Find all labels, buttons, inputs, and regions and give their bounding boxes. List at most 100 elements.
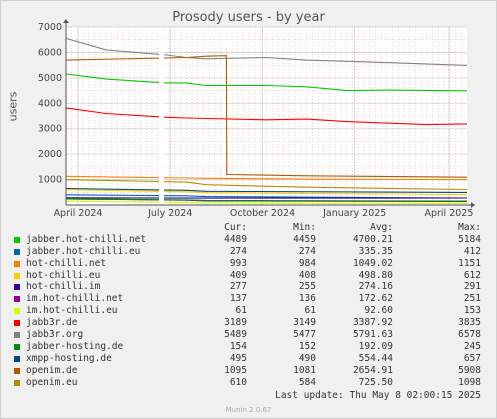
legend-series-name: jabb3r.org (26, 329, 84, 341)
y-tick-label: 6000 (38, 47, 62, 58)
legend-swatch (14, 248, 20, 255)
legend-avg: 274.16 (358, 281, 393, 293)
y-tick-label: 7000 (38, 22, 62, 33)
x-tick-label: July 2024 (147, 208, 192, 219)
legend-row: jabber.hot-chilli.eu 274 274 335.35 412 (12, 246, 487, 258)
legend-min: 408 (298, 269, 316, 281)
legend-cur: 137 (229, 293, 247, 305)
legend-swatch (14, 320, 20, 327)
legend-avg: 3387.92 (352, 317, 393, 329)
legend-series-name: im.hot-chilli.eu (26, 305, 118, 317)
legend-series-name: hot-chilli.net (26, 257, 107, 269)
legend-cur: 3189 (224, 317, 247, 329)
legend-min: 584 (298, 376, 316, 388)
legend-row: jabb3r.org 5489 5477 5791.63 6578 (12, 329, 487, 341)
legend-row: jabber-hosting.de 154 152 192.09 245 (12, 341, 487, 353)
legend-min: 136 (298, 293, 316, 305)
legend-cur: 277 (229, 281, 247, 293)
legend-series-name: openim.eu (26, 376, 78, 388)
legend-row: hot-chilli.im 277 255 274.16 291 (12, 281, 487, 293)
header-avg: Avg: (370, 222, 393, 233)
y-tick-label: 2000 (38, 149, 62, 160)
x-axis-arrow (471, 202, 475, 208)
legend-min: 3149 (293, 317, 316, 329)
series-line-0 (65, 73, 468, 92)
legend-max: 1098 (458, 376, 481, 388)
y-tick-label: 1000 (38, 175, 62, 186)
series-line-3 (65, 189, 468, 196)
legend-series-name: hot-chilli.im (26, 281, 101, 293)
series-line-6 (65, 200, 468, 204)
legend-min: 255 (298, 281, 316, 293)
legend-row: hot-chilli.net 993 984 1049.02 1151 (12, 258, 487, 270)
legend-avg: 192.09 (358, 340, 393, 352)
legend-cur: 154 (229, 340, 247, 352)
legend-row: im.hot-chilli.eu 61 61 92.60 153 (12, 305, 487, 317)
legend-swatch (14, 260, 20, 267)
legend-row: openim.de 1095 1081 2654.91 5908 (12, 365, 487, 377)
x-tick-label: April 2025 (424, 208, 473, 219)
legend-max: 5184 (458, 233, 481, 245)
legend-row: jabber.hot-chilli.net 4489 4459 4700.21 5184 (12, 234, 487, 246)
legend-series-name: hot-chilli.eu (26, 269, 101, 281)
legend-min: 274 (298, 245, 316, 257)
legend-min: 490 (298, 352, 316, 364)
legend-max: 245 (463, 340, 481, 352)
legend-avg: 335.35 (358, 245, 393, 257)
chart-title: Prosody users - by year (172, 10, 325, 25)
legend-cur: 5489 (224, 329, 247, 341)
legend-avg: 92.60 (364, 305, 393, 317)
legend-series-name: jabber-hosting.de (26, 340, 124, 352)
legend-max: 412 (463, 245, 481, 257)
legend-row: hot-chilli.eu 409 408 498.80 612 (12, 270, 487, 282)
legend-avg: 2654.91 (352, 364, 393, 376)
series-line-2 (65, 175, 468, 181)
legend-swatch (14, 355, 20, 362)
legend-avg: 5791.63 (352, 329, 393, 341)
legend-table: Cur: Min: Avg: Max: jabber.hot-chilli.ne… (12, 222, 487, 388)
x-tick-label: October 2024 (230, 208, 295, 219)
legend-header-row: Cur: Min: Avg: Max: (12, 222, 487, 234)
series-line-1 (65, 194, 468, 199)
series-line-7 (65, 107, 468, 126)
legend-swatch (14, 308, 20, 315)
legend-min: 152 (298, 340, 316, 352)
legend-row: jabb3r.de 3189 3149 3387.92 3835 (12, 317, 487, 329)
data-gap (159, 28, 165, 204)
x-tick-label: April 2024 (54, 208, 103, 219)
legend-max: 3835 (458, 317, 481, 329)
legend-avg: 554.44 (358, 352, 393, 364)
legend-min: 61 (304, 305, 316, 317)
legend-swatch (14, 332, 20, 339)
series-line-11 (65, 55, 468, 178)
series-line-8 (65, 37, 468, 66)
legend-swatch (14, 367, 20, 374)
legend-swatch (14, 284, 20, 291)
legend-avg: 725.50 (358, 376, 393, 388)
y-axis-arrow (63, 19, 69, 23)
series-line-10 (65, 187, 468, 193)
legend-max: 153 (463, 305, 481, 317)
legend-row: im.hot-chilli.net 137 136 172.62 251 (12, 293, 487, 305)
legend-max: 6578 (458, 329, 481, 341)
legend-avg: 498.80 (358, 269, 393, 281)
legend-row: xmpp-hosting.de 495 490 554.44 657 (12, 353, 487, 365)
legend-series-name: im.hot-chilli.net (26, 293, 124, 305)
legend-row: openim.eu 610 584 725.50 1098 (12, 377, 487, 389)
legend-cur: 993 (229, 257, 247, 269)
legend-rows: jabber.hot-chilli.net 4489 4459 4700.21 5184… (12, 234, 487, 389)
legend-series-name: openim.de (26, 364, 78, 376)
generator-label: Munin 2.0.67 (225, 406, 272, 414)
legend-avg: 1049.02 (352, 257, 393, 269)
series-line-12 (65, 179, 468, 191)
legend-min: 5477 (293, 329, 316, 341)
y-tick-label: 4000 (38, 98, 62, 109)
legend-swatch (14, 379, 20, 386)
legend-max: 657 (463, 352, 481, 364)
legend-series-name: xmpp-hosting.de (26, 352, 112, 364)
legend-cur: 495 (229, 352, 247, 364)
legend-avg: 172.62 (358, 293, 393, 305)
header-min: Min: (293, 222, 316, 233)
legend-max: 251 (463, 293, 481, 305)
